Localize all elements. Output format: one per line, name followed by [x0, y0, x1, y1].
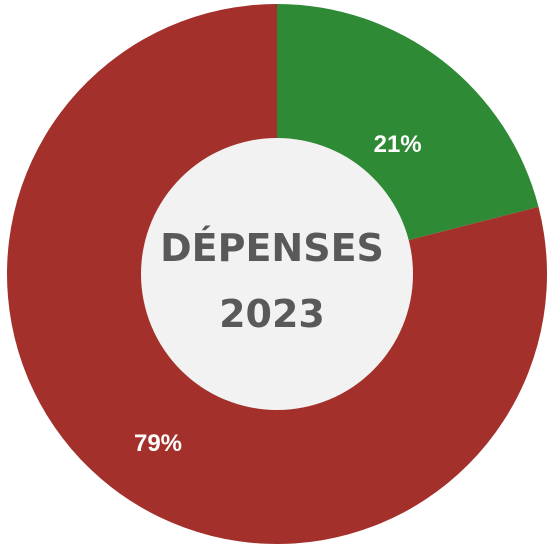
donut-center: [141, 138, 413, 410]
center-title-line-1: DÉPENSES: [160, 226, 384, 270]
slice-label-79: 79%: [134, 430, 182, 457]
slice-label-21: 21%: [374, 131, 422, 158]
slice-labels: 21% 79%: [134, 131, 422, 457]
center-title-line-2: 2023: [219, 292, 325, 336]
